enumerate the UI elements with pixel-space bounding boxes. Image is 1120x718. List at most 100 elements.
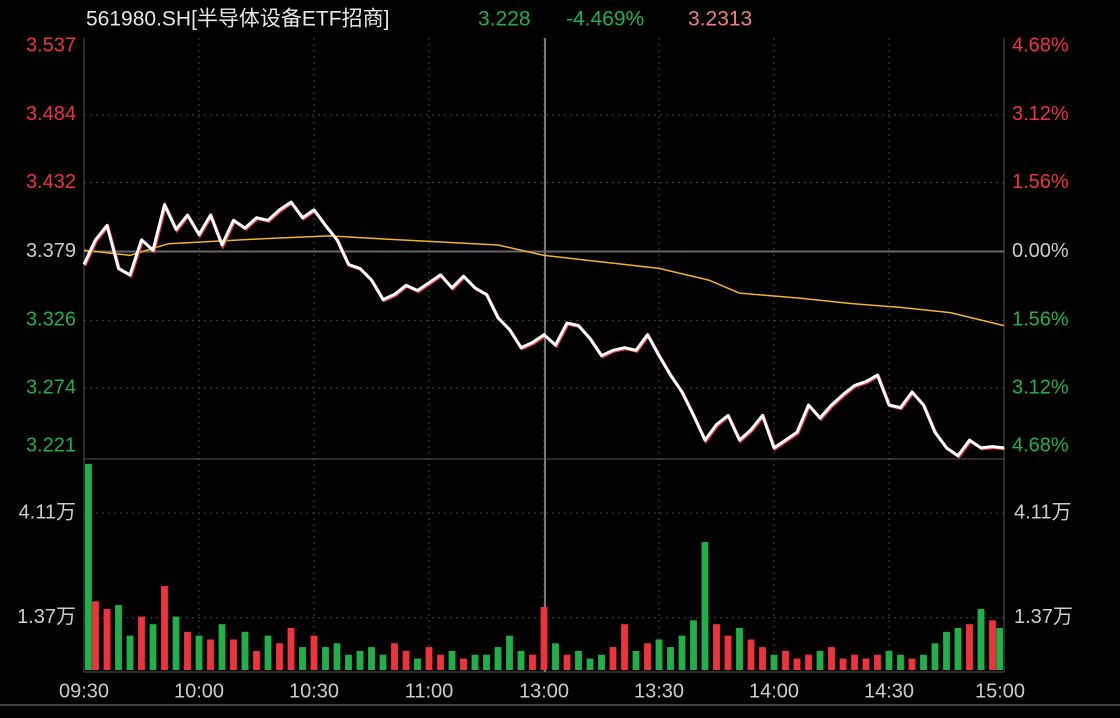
volume-bar	[920, 654, 927, 670]
last-price: 3.228	[478, 8, 531, 31]
volume-bar	[586, 658, 594, 670]
x-tick-label: 13:30	[634, 680, 684, 702]
volume-bar	[345, 654, 352, 670]
volume-bar	[759, 647, 766, 670]
v-tick-label: 4.11万	[19, 501, 76, 523]
volume-bar	[241, 631, 249, 670]
volume-bar	[195, 635, 203, 670]
x-tick-label: 15:00	[975, 680, 1025, 702]
volume-bar	[287, 628, 295, 670]
x-tick-label: 14:00	[749, 680, 799, 702]
volume-bar	[149, 624, 157, 670]
volume-bar	[701, 542, 709, 670]
volume-bar	[253, 650, 260, 670]
volume-bar	[552, 643, 559, 670]
volume-bar	[690, 620, 697, 670]
y-tick-label: 3.484	[26, 103, 76, 125]
x-tick-label: 10:30	[289, 680, 339, 702]
avg-price: 3.2313	[688, 8, 752, 31]
y2-tick-label: 1.56%	[1012, 309, 1069, 331]
volume-bar	[678, 635, 686, 670]
volume-bar	[276, 643, 283, 670]
volume-bar	[299, 647, 306, 670]
x-tick-label: 14:30	[864, 680, 914, 702]
y2-tick-label: 4.68%	[1012, 34, 1069, 56]
volume-bar	[609, 647, 617, 670]
volume-bar	[218, 624, 226, 670]
volume-bar	[632, 650, 640, 670]
volume-bar	[264, 635, 272, 670]
v-tick-label: 1.37万	[17, 606, 76, 628]
x-tick-label: 10:00	[174, 680, 224, 702]
volume-bar	[793, 658, 801, 670]
volume-bar	[103, 608, 111, 670]
volume-bar	[126, 635, 134, 670]
volume-bar	[437, 654, 444, 670]
y2-tick-label: 3.12%	[1012, 103, 1069, 125]
volume-bar	[517, 650, 525, 670]
volume-bar	[402, 650, 410, 670]
volume-bar	[598, 654, 605, 670]
y-tick-label: 3.432	[26, 171, 76, 193]
volume-bar	[575, 650, 582, 670]
volume-bar	[333, 643, 341, 670]
volume-bar	[874, 654, 881, 670]
volume-bar	[747, 639, 755, 670]
volume-bar	[356, 650, 364, 670]
volume-bar	[621, 624, 628, 670]
volume-bar	[977, 608, 985, 670]
volume-bar	[724, 635, 732, 670]
y2-tick-label: 1.56%	[1012, 171, 1069, 193]
volume-bar	[368, 647, 375, 670]
volume-bar	[115, 605, 122, 670]
volume-bar	[851, 654, 858, 670]
volume-bar	[494, 647, 502, 670]
volume-bar	[414, 658, 421, 670]
volume-bar	[667, 647, 674, 670]
volume-bar	[161, 586, 168, 670]
volume-bar	[736, 628, 743, 670]
volume-bar	[908, 658, 916, 670]
chart-title: 561980.SH[半导体设备ETF招商]	[86, 8, 389, 31]
volume-bar	[483, 654, 490, 670]
volume-bar	[230, 639, 237, 670]
volume-bar	[184, 631, 191, 670]
x-tick-label: 09:30	[59, 680, 109, 702]
volume-bar	[460, 658, 467, 670]
volume-bar	[563, 654, 571, 670]
volume-bar	[92, 601, 99, 670]
volume-bar	[996, 628, 1003, 670]
y-tick-label: 3.537	[26, 34, 76, 56]
volume-bar	[931, 643, 939, 670]
volume-bar	[885, 650, 893, 670]
volume-bar	[471, 654, 479, 670]
volume-bar	[379, 654, 387, 670]
volume-bar	[943, 631, 950, 670]
v2-tick-label: 4.11万	[1014, 501, 1071, 523]
volume-bar	[989, 620, 996, 670]
y-tick-label: 3.326	[26, 309, 76, 331]
volume-bar	[529, 654, 536, 670]
volume-bar	[897, 654, 904, 670]
volume-bar	[954, 628, 962, 670]
volume-bar	[644, 643, 651, 670]
volume-bar	[391, 643, 398, 670]
volume-bar	[540, 607, 548, 670]
y2-tick-label: 3.12%	[1012, 376, 1069, 398]
price-line	[82, 200, 1005, 458]
volume-bar	[172, 616, 180, 670]
volume-bar	[966, 624, 973, 670]
volume-bar	[770, 654, 778, 670]
volume-bar	[448, 650, 456, 670]
y2-tick-label: 0.00%	[1012, 240, 1069, 262]
x-tick-label: 13:00	[519, 680, 569, 702]
volume-bar	[85, 463, 92, 670]
y-tick-label: 3.379	[26, 240, 76, 262]
volume-bar	[425, 647, 433, 670]
volume-bar	[655, 639, 663, 670]
x-tick-label: 11:00	[405, 680, 454, 702]
average-line	[83, 235, 1005, 327]
change-pct: -4.469%	[566, 8, 644, 31]
